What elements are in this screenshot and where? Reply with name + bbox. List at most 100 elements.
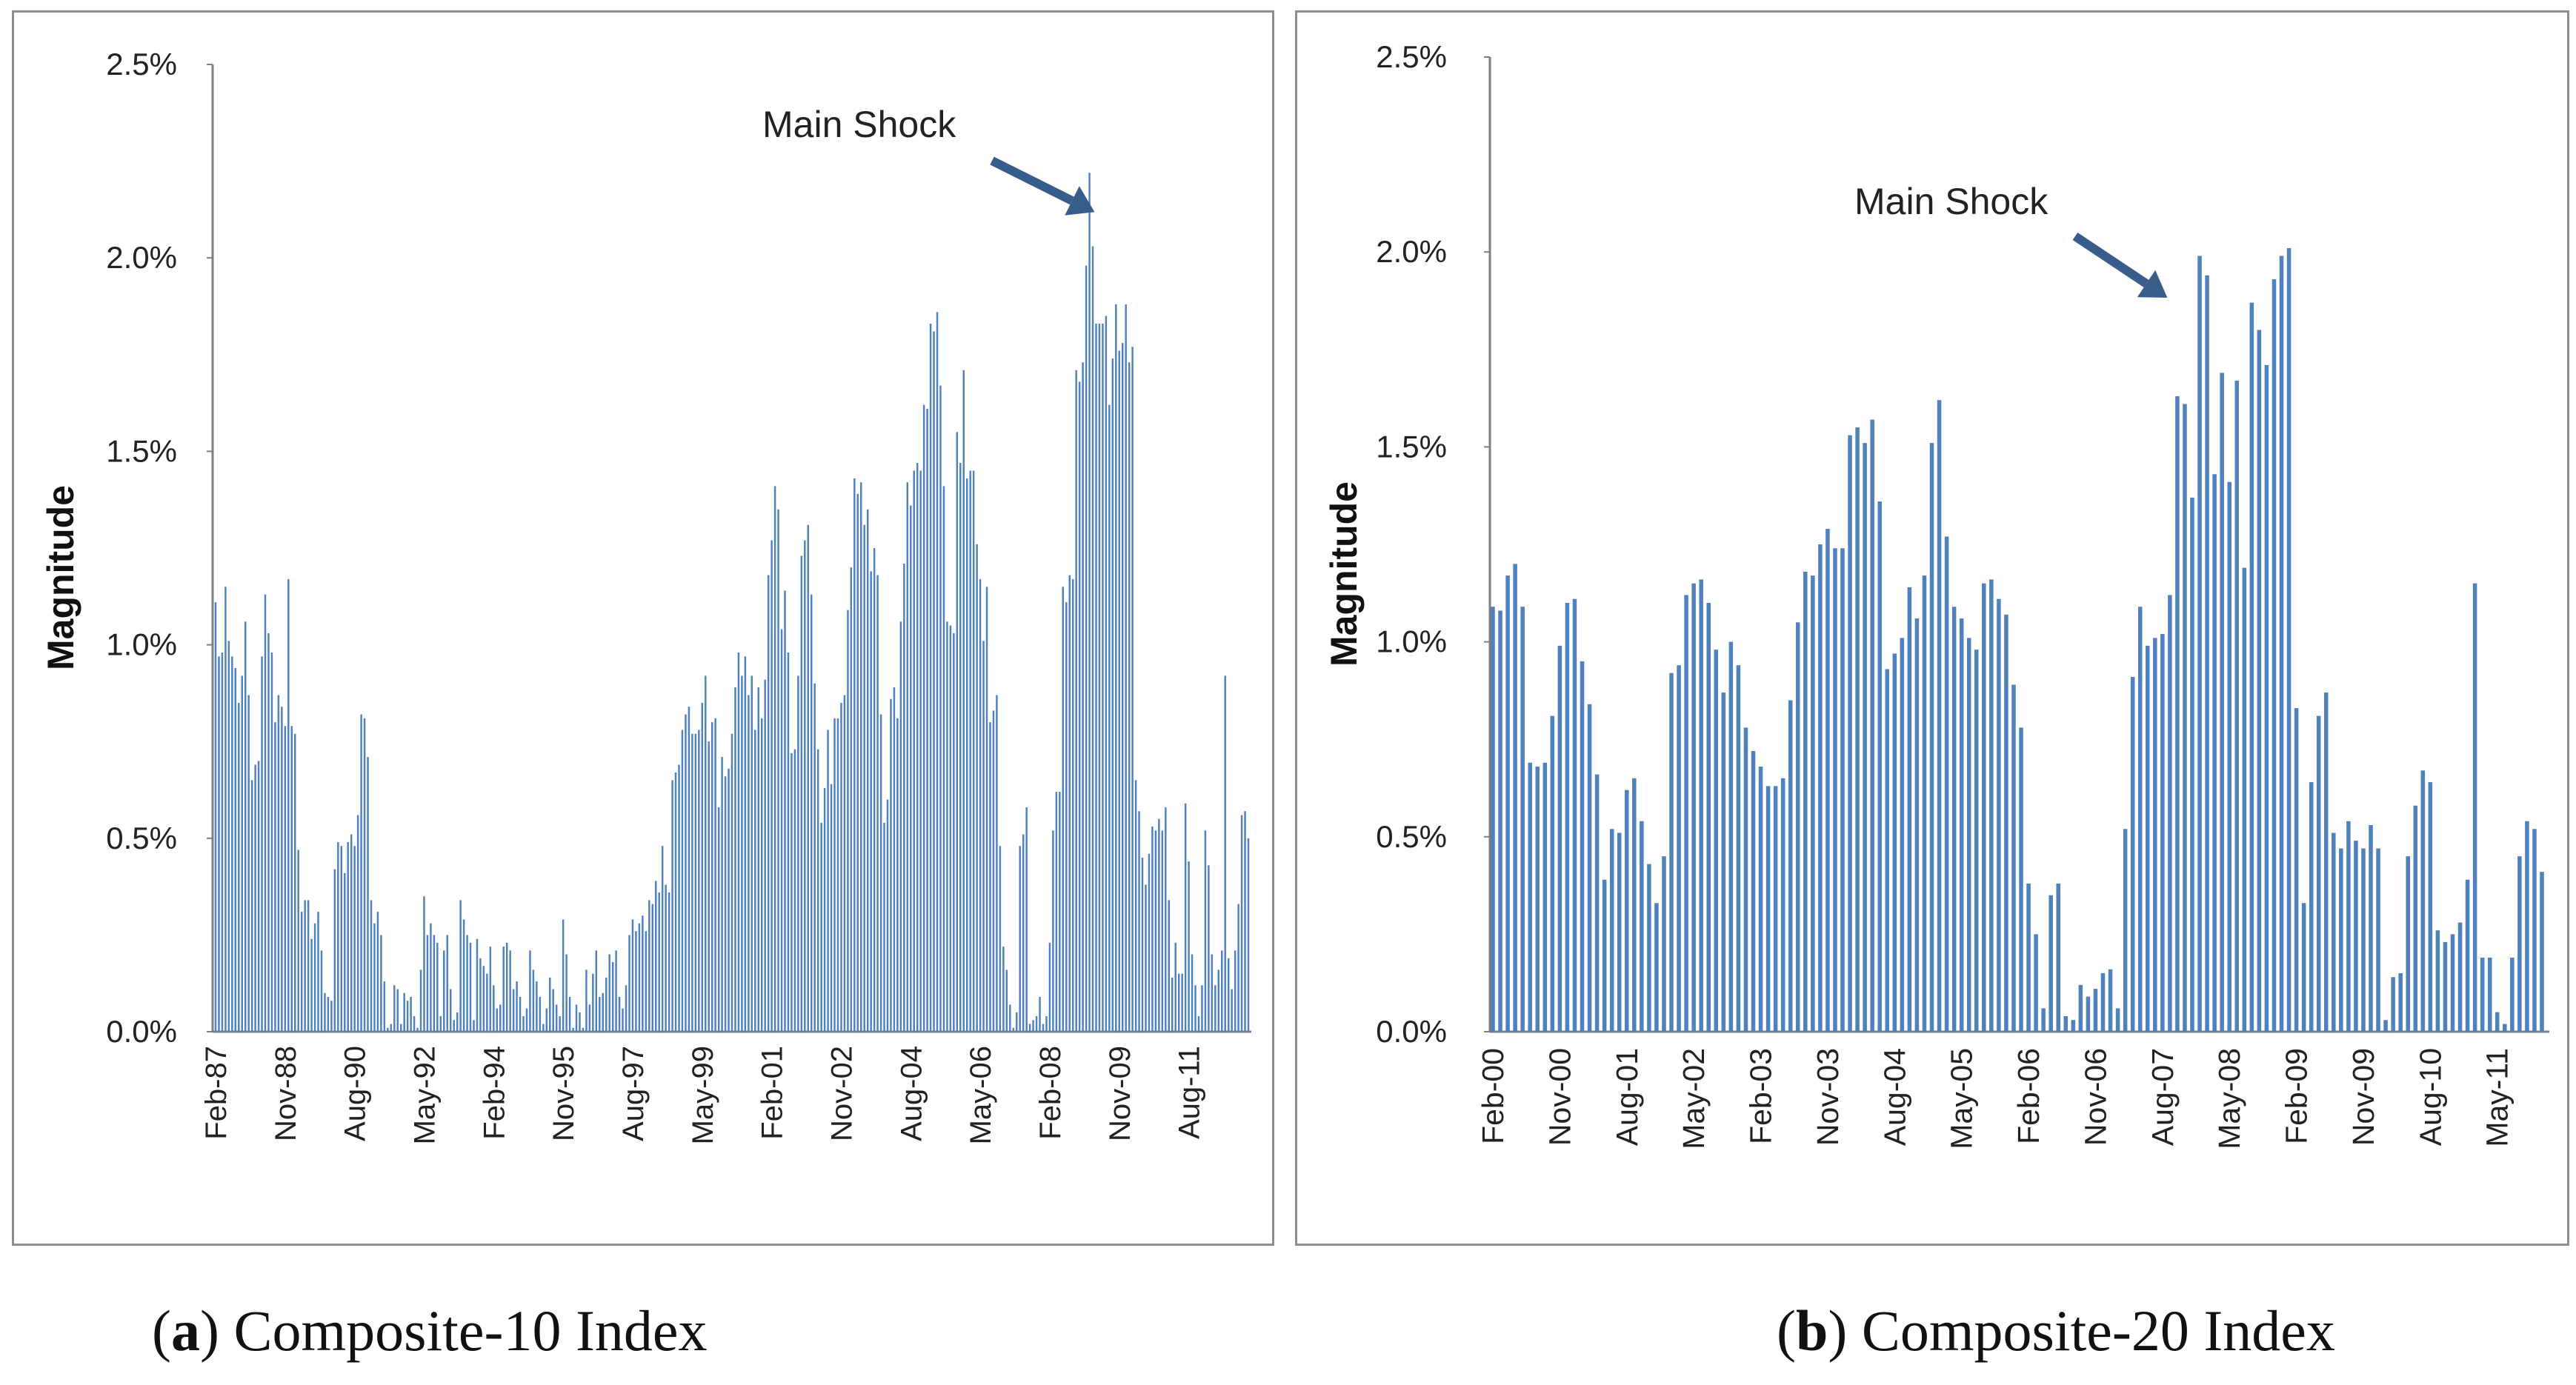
bar xyxy=(333,869,336,1032)
bar xyxy=(430,923,432,1032)
bar xyxy=(1131,347,1134,1032)
bar xyxy=(1706,602,1711,1032)
bar xyxy=(1188,861,1190,1032)
bar xyxy=(688,707,690,1032)
bar xyxy=(462,919,465,1032)
bar xyxy=(903,563,905,1032)
bar xyxy=(678,764,680,1032)
bar xyxy=(2197,256,2202,1032)
bar xyxy=(539,996,542,1032)
x-tick-label: Nov-06 xyxy=(2078,1048,2112,1146)
bar xyxy=(2316,715,2321,1032)
bar xyxy=(2019,727,2023,1032)
bar xyxy=(2086,996,2091,1032)
bar xyxy=(2279,256,2284,1032)
bar xyxy=(797,675,799,1032)
bar xyxy=(1833,548,1837,1032)
bar xyxy=(1684,595,1688,1032)
bar xyxy=(665,884,667,1032)
bar xyxy=(1032,1020,1034,1032)
bar xyxy=(284,726,287,1032)
bar xyxy=(1677,665,1681,1032)
bar xyxy=(748,695,750,1032)
bar xyxy=(559,1016,561,1032)
bar xyxy=(1647,864,1651,1032)
bar xyxy=(459,900,462,1032)
bar xyxy=(2503,1024,2507,1032)
bar xyxy=(1900,638,1905,1032)
bar xyxy=(916,463,919,1032)
y-axis-title: Magnitude xyxy=(40,485,81,670)
bar xyxy=(840,702,842,1032)
bar xyxy=(419,970,422,1032)
bar xyxy=(608,954,610,1032)
x-tick-label: Nov-09 xyxy=(1104,1046,1136,1141)
bar xyxy=(853,478,856,1032)
bar xyxy=(1234,950,1237,1032)
x-tick-label: Feb-06 xyxy=(2011,1048,2046,1144)
bar xyxy=(760,718,763,1032)
caption-b-text: ) Composite-20 Index xyxy=(1828,1298,2335,1363)
bar xyxy=(313,923,316,1032)
bar xyxy=(363,718,366,1032)
bar xyxy=(2093,989,2098,1032)
bar xyxy=(592,973,594,1032)
bar xyxy=(992,710,995,1032)
bar xyxy=(1108,404,1111,1032)
bar xyxy=(2056,883,2060,1032)
bar xyxy=(721,757,723,1032)
bar xyxy=(1055,792,1058,1032)
bar xyxy=(1877,501,1882,1032)
bar xyxy=(516,981,518,1032)
bar xyxy=(2242,567,2247,1032)
bar xyxy=(502,947,505,1032)
bar xyxy=(1654,903,1659,1032)
bar xyxy=(1071,578,1074,1032)
bar xyxy=(2346,821,2351,1032)
bar xyxy=(2532,829,2537,1032)
bar xyxy=(370,900,373,1032)
bar xyxy=(2257,330,2262,1032)
bar xyxy=(1937,400,1942,1032)
y-tick-label: 0.5% xyxy=(1376,819,1447,854)
bar xyxy=(476,938,479,1032)
bar xyxy=(811,594,813,1032)
bar xyxy=(1224,675,1226,1032)
x-tick-label: Feb-03 xyxy=(1744,1048,1778,1144)
bar xyxy=(1966,638,1971,1032)
bar xyxy=(611,961,614,1032)
bar xyxy=(1231,989,1233,1032)
x-tick-label: Nov-03 xyxy=(1811,1048,1845,1146)
bar xyxy=(1803,571,1808,1032)
bar xyxy=(1870,419,1874,1032)
bar xyxy=(989,722,991,1032)
bar xyxy=(615,950,617,1032)
y-tick-label: 2.5% xyxy=(1376,39,1447,74)
x-tick-label: May-02 xyxy=(1677,1048,1711,1149)
bar xyxy=(717,807,720,1032)
bar xyxy=(655,881,657,1032)
bar xyxy=(863,524,865,1032)
bar xyxy=(926,408,928,1032)
bar xyxy=(2487,957,2492,1032)
bar xyxy=(585,970,588,1032)
bar xyxy=(936,312,939,1032)
bar xyxy=(1818,544,1823,1032)
bar xyxy=(1208,865,1210,1032)
bar xyxy=(1211,954,1214,1032)
bar xyxy=(426,935,429,1032)
bar xyxy=(2286,247,2292,1032)
bar xyxy=(241,675,243,1032)
bar xyxy=(2153,638,2157,1032)
bar xyxy=(2168,595,2172,1032)
bar xyxy=(1022,834,1025,1032)
bar xyxy=(939,385,942,1032)
bar xyxy=(2339,848,2343,1032)
bar xyxy=(579,1012,581,1032)
bar xyxy=(307,900,310,1032)
bar xyxy=(1625,790,1629,1032)
bar xyxy=(1736,665,1741,1032)
bar xyxy=(231,656,233,1032)
bar xyxy=(870,571,872,1032)
x-tick-label: May-92 xyxy=(408,1046,441,1144)
